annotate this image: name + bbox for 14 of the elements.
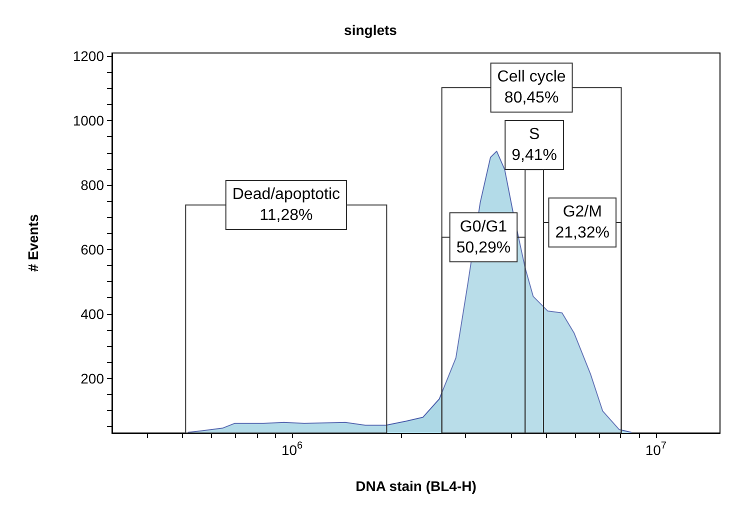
y-tick-label: 600 [80, 241, 104, 258]
x-axis-title: DNA stain (BL4-H) [356, 478, 476, 494]
y-tick-label: 400 [80, 306, 104, 322]
y-tick-label: 1000 [72, 112, 104, 129]
y-axis-title: # Events [25, 214, 41, 272]
band-label: G0/G1 50,29% [456, 218, 511, 256]
band-label: Dead/apoptotic 11,28% [232, 186, 340, 224]
chart-title: singlets [344, 22, 398, 38]
band-label: S 9,41% [512, 126, 558, 164]
y-tick-label: 200 [80, 370, 104, 386]
band-label: Cell cycle 80,45% [497, 68, 566, 107]
y-tick-label: 800 [80, 177, 104, 194]
y-tick-label: 1200 [72, 48, 104, 64]
band-label: G2/M 21,32% [555, 203, 610, 242]
